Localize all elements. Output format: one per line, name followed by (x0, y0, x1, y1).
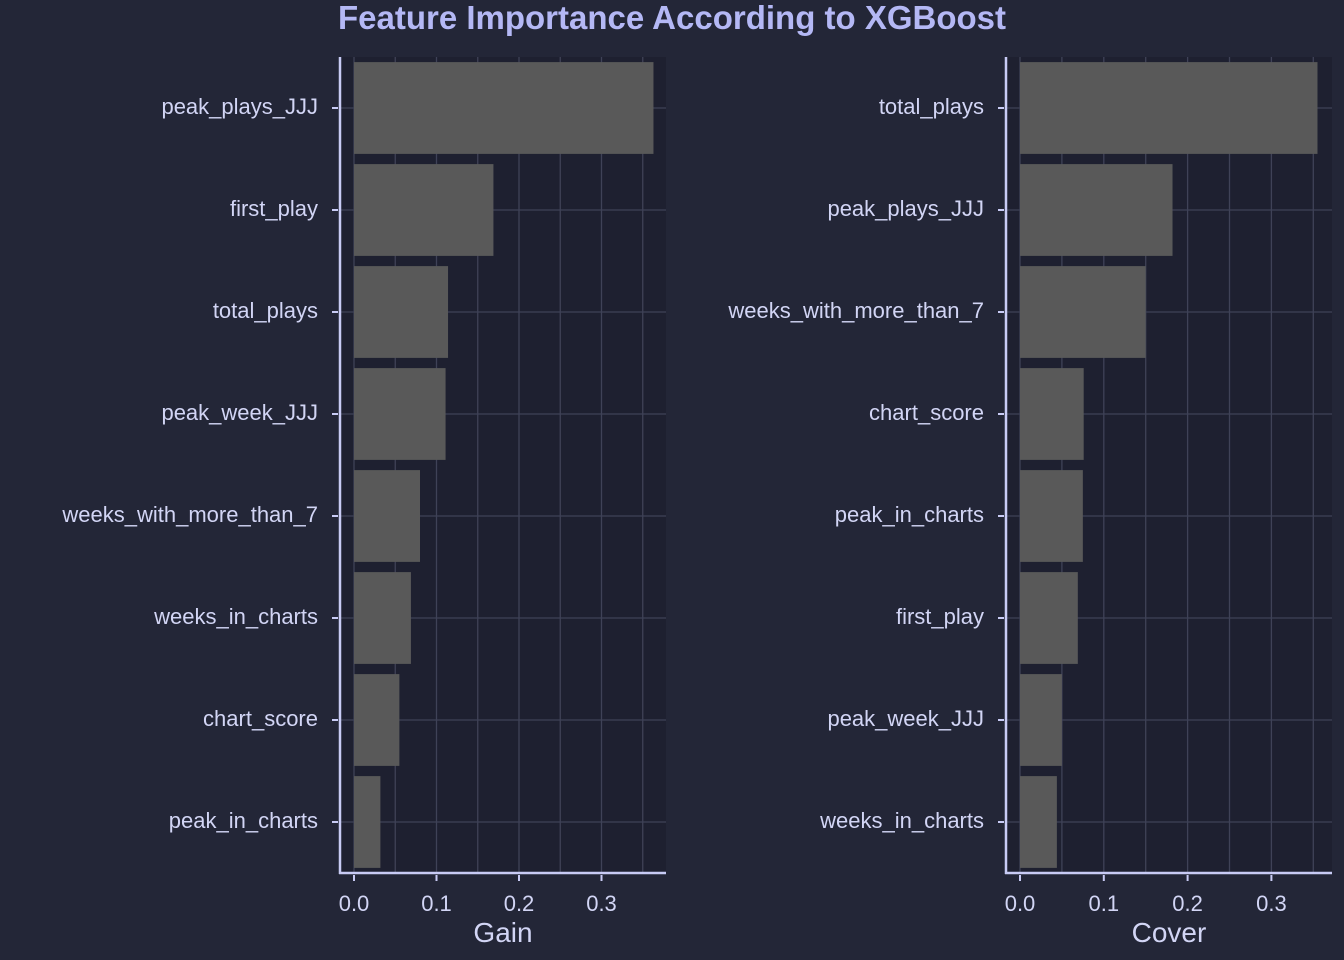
x-axis-title: Cover (1132, 917, 1207, 948)
bar-peak_week_JJJ (354, 368, 446, 460)
y-tick-label: peak_plays_JJJ (161, 94, 318, 119)
x-tick-label: 0.1 (1089, 891, 1120, 916)
bar-chart_score (354, 674, 400, 766)
bar-total_plays (1020, 62, 1318, 154)
x-tick-label: 0.2 (504, 891, 535, 916)
y-tick-label: weeks_in_charts (819, 808, 984, 833)
bar-peak_week_JJJ (1020, 674, 1062, 766)
y-tick-label: first_play (230, 196, 318, 221)
bar-weeks_with_more_than_7 (1020, 266, 1146, 358)
bar-total_plays (354, 266, 449, 358)
bar-peak_in_charts (1020, 470, 1083, 562)
y-tick-label: chart_score (869, 400, 984, 425)
y-tick-label: peak_plays_JJJ (827, 196, 984, 221)
y-tick-label: peak_week_JJJ (827, 706, 984, 731)
x-axis-title: Gain (473, 917, 532, 948)
x-tick-label: 0.0 (1005, 891, 1036, 916)
y-tick-label: first_play (896, 604, 984, 629)
bar-weeks_in_charts (354, 572, 411, 664)
bar-weeks_with_more_than_7 (354, 470, 420, 562)
y-tick-label: weeks_in_charts (153, 604, 318, 629)
y-tick-label: total_plays (879, 94, 984, 119)
bar-chart_score (1020, 368, 1084, 460)
bar-first_play (1020, 572, 1078, 664)
y-tick-label: total_plays (213, 298, 318, 323)
y-tick-label: peak_week_JJJ (161, 400, 318, 425)
figure-title: Feature Importance According to XGBoost (337, 0, 1007, 36)
x-tick-label: 0.2 (1172, 891, 1203, 916)
x-tick-label: 0.1 (421, 891, 452, 916)
x-tick-label: 0.3 (1256, 891, 1287, 916)
bar-weeks_in_charts (1020, 776, 1057, 868)
x-tick-label: 0.3 (586, 891, 617, 916)
y-tick-label: weeks_with_more_than_7 (727, 298, 984, 323)
y-tick-label: peak_in_charts (835, 502, 984, 527)
y-tick-label: chart_score (203, 706, 318, 731)
x-tick-label: 0.0 (339, 891, 370, 916)
bar-peak_plays_JJJ (1020, 164, 1173, 256)
bar-peak_plays_JJJ (354, 62, 654, 154)
bar-first_play (354, 164, 494, 256)
y-tick-label: peak_in_charts (169, 808, 318, 833)
y-tick-label: weeks_with_more_than_7 (61, 502, 318, 527)
bar-peak_in_charts (354, 776, 381, 868)
